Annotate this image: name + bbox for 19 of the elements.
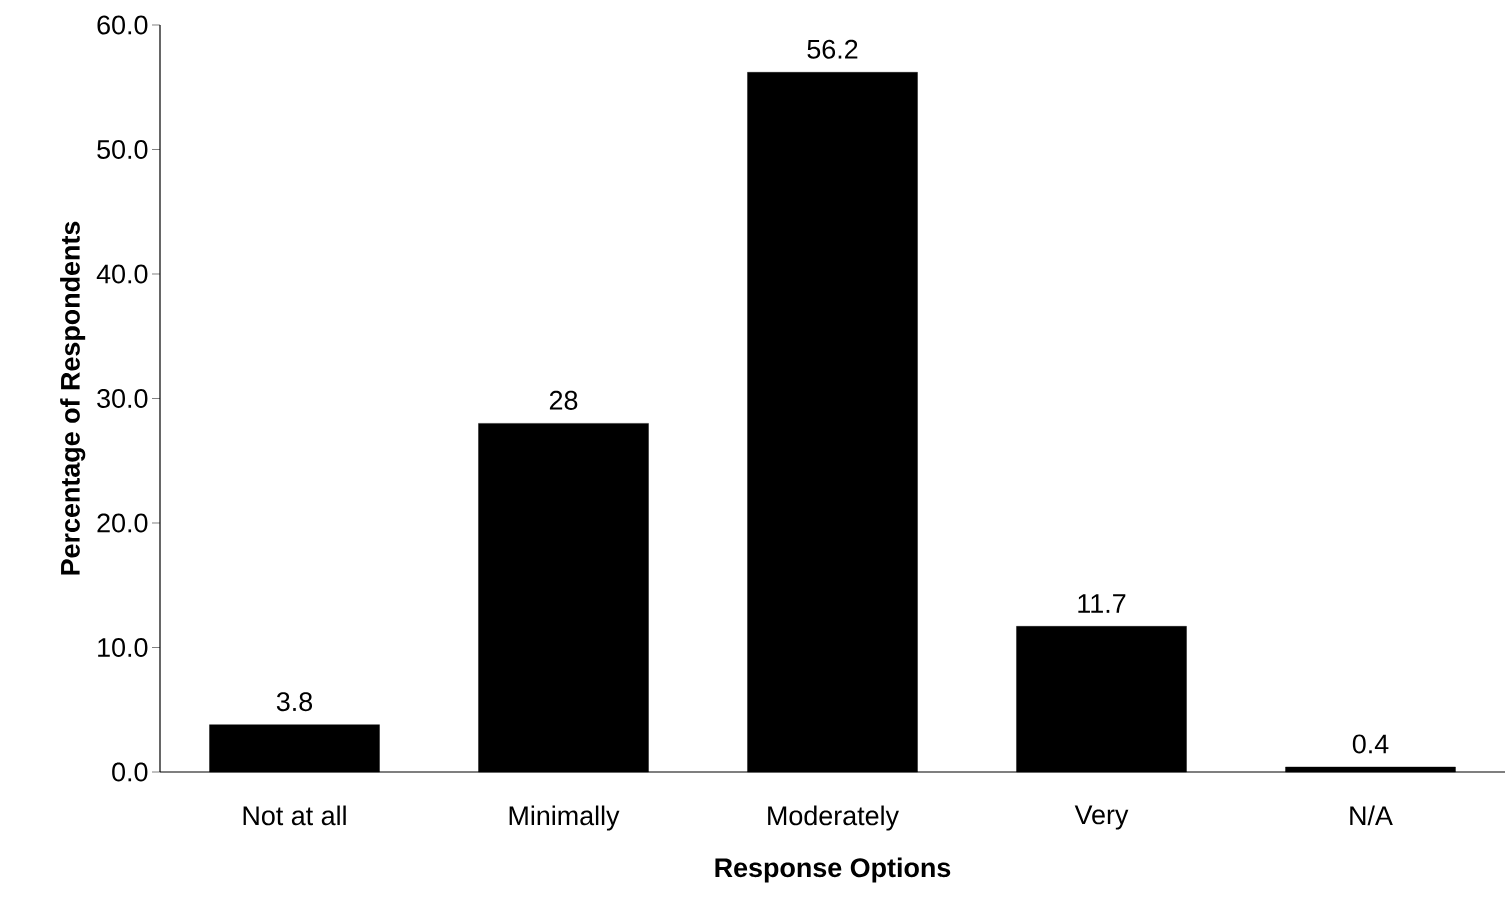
x-tick-label: Minimally [509, 805, 620, 831]
data-label: 11.7 [1078, 594, 1126, 613]
x-tick-label: Very [1074, 805, 1129, 830]
data-label: 0.4 [1352, 734, 1389, 754]
x-axis-title: Response Options [715, 857, 951, 883]
y-axis-title: Percentage of Respondents [60, 221, 86, 575]
x-tick-label: N/A [1350, 805, 1393, 826]
x-tick-label: Moderately [768, 805, 899, 831]
x-tick-label: Not at all [243, 805, 346, 826]
y-tick-label: 40.0 [96, 264, 148, 284]
y-tick-label: 30.0 [97, 388, 148, 409]
data-label: 56.2 [807, 39, 858, 59]
data-label: 3.8 [276, 692, 313, 712]
y-tick-label: 10.0 [98, 637, 148, 658]
y-tick-label: 50.0 [97, 139, 148, 160]
data-label: 28 [549, 390, 578, 410]
y-tick-label: 20.0 [97, 513, 148, 533]
y-tick-label: 60.0 [97, 15, 148, 35]
y-tick-label: 0.0 [112, 762, 148, 782]
